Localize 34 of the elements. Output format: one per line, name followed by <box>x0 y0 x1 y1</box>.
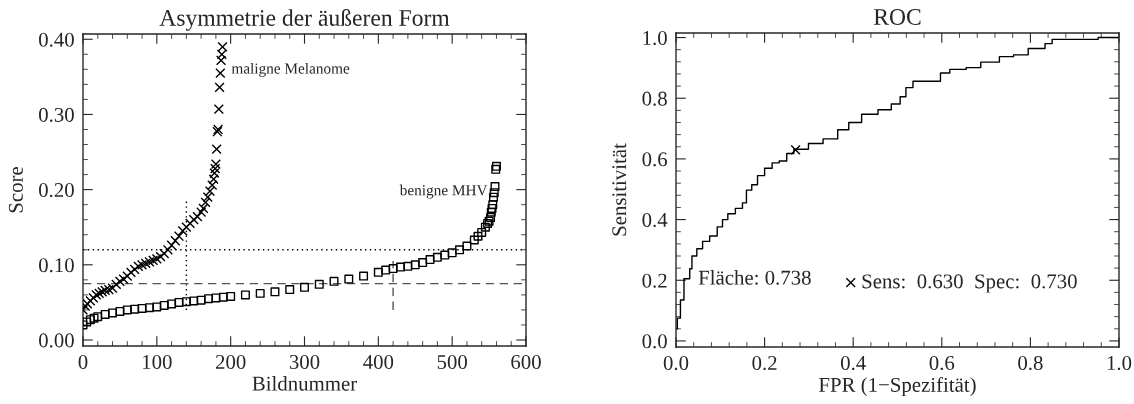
chart-title: ROC <box>873 9 921 25</box>
y-tick-label: 0.4 <box>642 212 668 228</box>
annotation: Fläche: 0.738 <box>698 270 811 285</box>
x-tick-label: 0.0 <box>663 355 689 371</box>
y-axis-title: Score <box>8 167 23 213</box>
x-tick-label: 600 <box>511 354 541 369</box>
y-tick-label: 0.00 <box>39 333 74 348</box>
y-tick-label: 0.20 <box>39 183 74 198</box>
y-tick-label: 0.8 <box>642 91 667 106</box>
y-tick-label: 1.0 <box>643 30 667 46</box>
annotation: maligne Melanome <box>231 62 350 77</box>
y-tick-label: 0.40 <box>39 32 74 47</box>
x-tick-label: 0.2 <box>752 355 777 371</box>
x-axis-title: FPR (1−Spezifität) <box>819 377 976 397</box>
x-tick-label: 0.8 <box>1018 355 1043 371</box>
x-tick-label: 0.4 <box>840 355 866 371</box>
chart-title: Asymmetrie der äußeren Form <box>159 9 450 31</box>
x-tick-label: 200 <box>215 354 246 369</box>
x-tick-label: 500 <box>437 354 467 369</box>
x-tick-label: 100 <box>143 354 172 369</box>
x-axis-title: Bildnummer <box>252 376 357 391</box>
y-tick-label: 0.0 <box>642 334 667 349</box>
x-tick-label: 400 <box>363 354 394 369</box>
x-tick-label: 0 <box>78 354 88 369</box>
y-tick-label: 0.6 <box>642 152 668 167</box>
y-tick-label: 0.2 <box>642 273 667 288</box>
y-axis-title: Sensitivität <box>612 143 627 236</box>
x-tick-label: 1.0 <box>1107 355 1132 371</box>
y-tick-label: 0.10 <box>39 258 74 273</box>
x-tick-label: 300 <box>289 354 320 369</box>
annotation: benigne MHV <box>399 184 488 199</box>
x-tick-label: 0.6 <box>929 355 955 371</box>
legend-label: Sens: 0.630 Spec: 0.730 <box>862 274 1077 293</box>
y-tick-label: 0.30 <box>39 107 74 122</box>
